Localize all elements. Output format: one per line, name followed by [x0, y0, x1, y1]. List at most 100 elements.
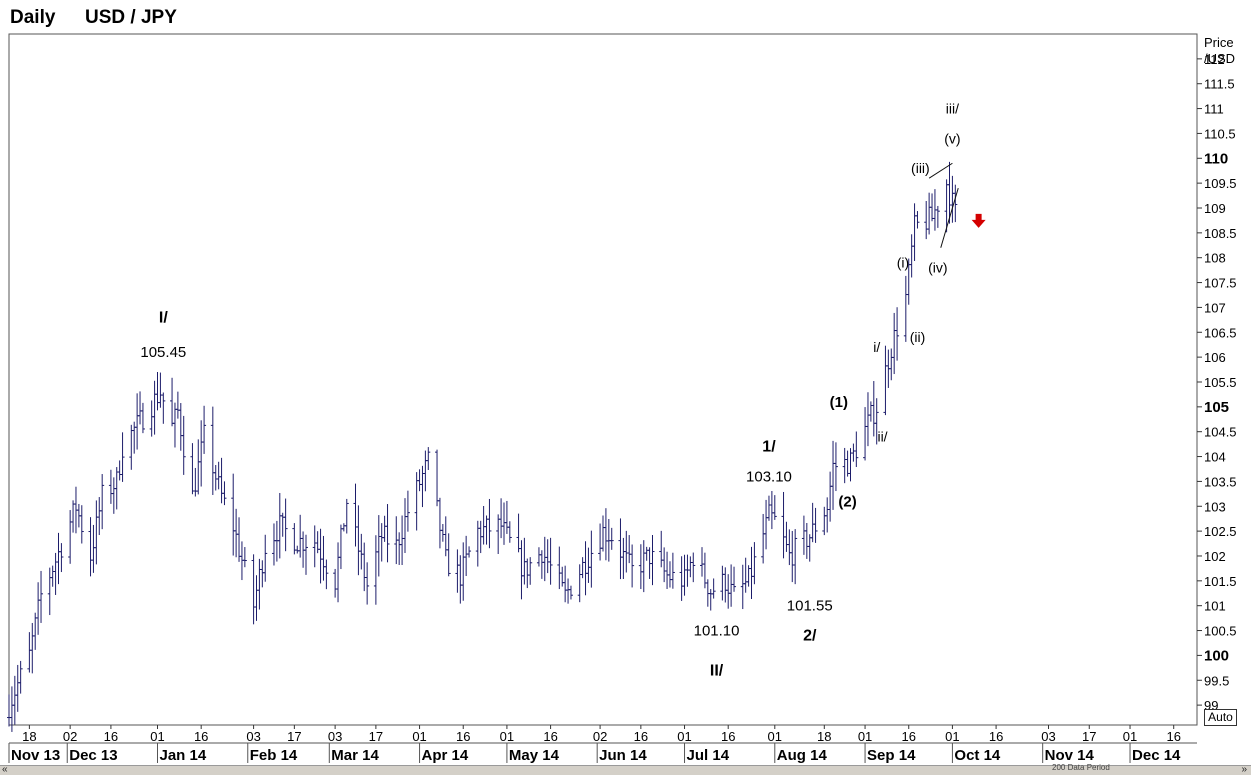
- y-tick-label: 102: [1204, 549, 1226, 564]
- ohlc-bar: [589, 530, 594, 588]
- ohlc-bar: [528, 557, 533, 585]
- y-axis-title: /USD: [1204, 51, 1235, 66]
- y-tick-label: 110: [1204, 150, 1228, 167]
- x-day-label: 01: [768, 729, 782, 744]
- ohlc-bar: [772, 495, 777, 520]
- x-day-label: 16: [543, 729, 557, 744]
- x-month-label: Mar 14: [331, 747, 379, 764]
- ohlc-bar: [120, 432, 125, 482]
- ohlc-bar: [650, 535, 655, 586]
- ohlc-bar: [487, 498, 492, 549]
- x-month-label: May 14: [509, 747, 560, 764]
- ohlc-bar: [833, 442, 838, 492]
- x-month-label: Aug 14: [777, 747, 828, 764]
- ohlc-bar: [140, 402, 145, 434]
- ohlc-bar: [405, 490, 410, 532]
- x-month-label: Feb 14: [250, 747, 298, 764]
- y-axis-title: Price: [1204, 35, 1234, 50]
- wave-annotation: 101.10: [694, 623, 740, 640]
- scroll-right-icon[interactable]: »: [1241, 764, 1247, 775]
- wave-annotation: (2): [838, 493, 856, 510]
- ohlc-bar: [548, 537, 553, 585]
- ohlc-bar: [813, 507, 818, 543]
- down-arrow-icon: [971, 213, 986, 228]
- ohlc-bar: [793, 529, 798, 585]
- ohlc-bar: [630, 544, 635, 588]
- x-day-label: 16: [194, 729, 208, 744]
- ohlc-bar: [39, 570, 44, 623]
- y-tick-label: 100.5: [1204, 624, 1237, 639]
- ohlc-bar: [507, 521, 512, 543]
- x-day-label: 16: [104, 729, 118, 744]
- ohlc-bar: [752, 542, 757, 585]
- ohlc-bar: [385, 504, 390, 563]
- wave-annotation: I/: [159, 309, 168, 326]
- x-day-label: 16: [1166, 729, 1180, 744]
- x-day-label: 16: [989, 729, 1003, 744]
- wave-annotation: 103.10: [746, 468, 792, 485]
- ohlc-bar: [181, 415, 186, 475]
- ohlc-bar: [953, 184, 958, 223]
- y-tick-label: 101.5: [1204, 574, 1237, 589]
- ohlc-bar: [568, 585, 573, 600]
- y-tick-label: 109: [1204, 201, 1226, 216]
- x-day-label: 18: [817, 729, 831, 744]
- wave-annotation: (1): [830, 394, 848, 411]
- x-day-label: 01: [677, 729, 691, 744]
- wave-annotation: i/: [873, 339, 880, 355]
- horizontal-scrollbar[interactable]: « 200 Data Period »: [0, 763, 1251, 775]
- ohlc-bar: [467, 546, 472, 558]
- ohlc-bar: [874, 398, 879, 445]
- ohlc-bar: [79, 505, 84, 544]
- x-day-label: 17: [369, 729, 383, 744]
- plot-area: [8, 33, 1198, 726]
- ohlc-bar: [609, 527, 614, 550]
- y-tick-label: 111.5: [1204, 77, 1235, 92]
- x-day-label: 03: [328, 729, 342, 744]
- wave-annotation: 101.55: [787, 598, 833, 615]
- x-day-label: 03: [1041, 729, 1055, 744]
- ohlc-bar: [222, 481, 227, 506]
- ohlc-bar: [935, 205, 940, 228]
- x-day-label: 18: [22, 729, 36, 744]
- chart-title-bar: Daily USD / JPY: [0, 0, 1251, 32]
- ohlc-bar: [100, 474, 105, 530]
- ohlc-bar: [202, 405, 207, 454]
- ohlc-bar: [854, 431, 859, 468]
- x-month-label: Sep 14: [867, 747, 916, 764]
- y-tick-label: 110.5: [1204, 126, 1236, 141]
- y-tick-label: 107: [1204, 300, 1226, 315]
- symbol-label: USD / JPY: [85, 7, 177, 28]
- y-tick-label: 108.5: [1204, 226, 1237, 241]
- x-day-label: 03: [246, 729, 260, 744]
- ohlc-bar: [670, 552, 675, 589]
- wave-annotation: iii/: [946, 101, 959, 117]
- ohlc-bar: [895, 307, 900, 361]
- x-day-label: 02: [63, 729, 77, 744]
- y-tick-label: 101: [1204, 599, 1226, 614]
- wave-annotation: II/: [710, 662, 724, 679]
- wave-annotation: 105.45: [140, 344, 186, 361]
- x-month-label: Dec 14: [1132, 747, 1181, 764]
- wave-annotation: ii/: [877, 429, 887, 445]
- x-month-label: Jul 14: [687, 747, 730, 764]
- period-label: Daily: [10, 7, 56, 28]
- x-day-label: 02: [593, 729, 607, 744]
- ohlc-bar: [711, 578, 716, 599]
- x-day-label: 01: [945, 729, 959, 744]
- ohlc-bar: [263, 534, 268, 582]
- ohlc-bar: [324, 559, 329, 590]
- y-tick-label: 103.5: [1204, 474, 1237, 489]
- x-day-label: 16: [456, 729, 470, 744]
- y-tick-label: 108: [1204, 251, 1226, 266]
- scroll-left-icon[interactable]: «: [2, 764, 8, 775]
- ohlc-bar: [59, 543, 64, 573]
- ohlc-bar: [242, 547, 247, 568]
- y-tick-label: 105: [1204, 399, 1229, 416]
- x-month-label: Dec 13: [69, 747, 117, 764]
- wave-annotation: 1/: [762, 439, 776, 456]
- y-tick-label: 106.5: [1204, 325, 1237, 340]
- auto-scale-button[interactable]: Auto: [1204, 709, 1237, 726]
- x-month-label: Jan 14: [160, 747, 207, 764]
